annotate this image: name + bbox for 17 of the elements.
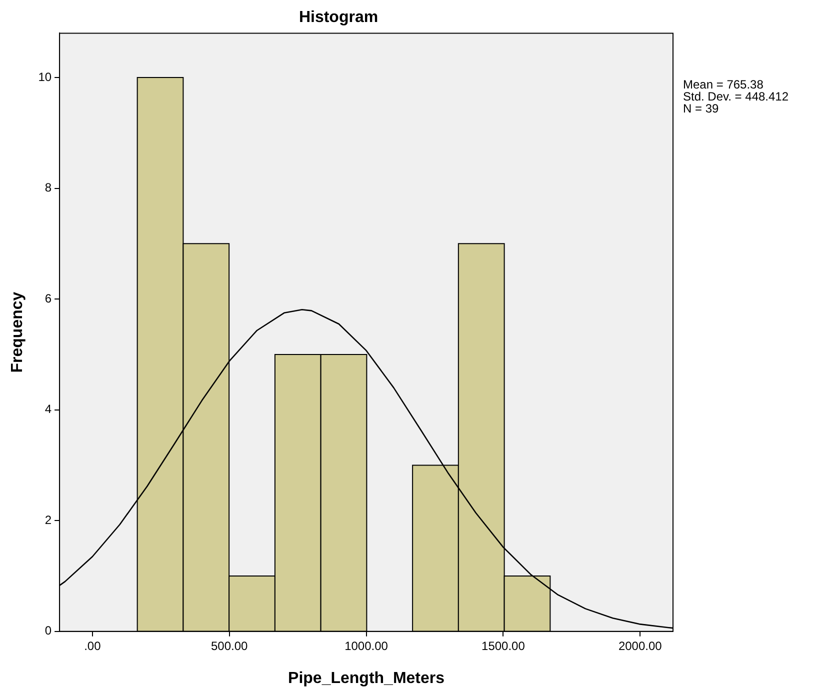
x-tick-label: 1500.00: [482, 638, 526, 653]
y-tick-label: 4: [44, 402, 52, 416]
y-tick-label: 0: [44, 624, 52, 638]
text: Std. Dev. = 448.412: [683, 90, 789, 104]
x-tick-label: 500.00: [210, 638, 248, 653]
text: Mean = 765.38: [683, 78, 764, 92]
y-tick-label: 6: [44, 291, 52, 306]
y-tick-label: 10: [38, 70, 52, 84]
x-tick-label: .00: [84, 638, 102, 653]
x-tick-label: 2000.00: [618, 638, 662, 653]
x-axis-title: Pipe_Length_Meters: [288, 670, 445, 687]
x-tick-label: 1000.00: [344, 638, 388, 653]
chart-title: Histogram: [298, 9, 378, 26]
text: N = 39: [683, 102, 720, 116]
y-tick-label: 2: [44, 512, 52, 527]
y-axis-title: Frequency: [9, 292, 26, 373]
y-tick-label: 8: [44, 180, 52, 195]
